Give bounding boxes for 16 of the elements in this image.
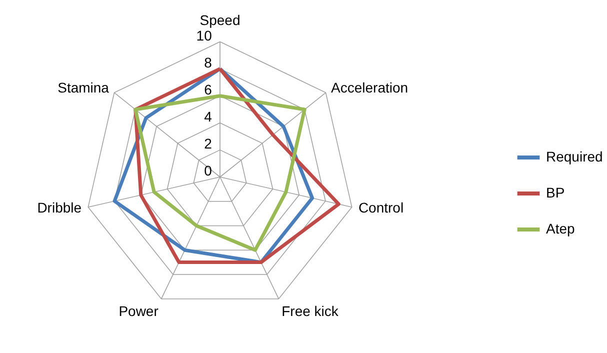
- spoke-label: Control: [358, 200, 404, 216]
- y-tick-label: 10: [196, 27, 212, 44]
- y-tick-label: 0: [204, 162, 212, 179]
- spoke-label: Dribble: [37, 200, 82, 216]
- y-tick-label: 8: [204, 54, 212, 70]
- spoke-label: Acceleration: [331, 79, 408, 96]
- legend-label: Required: [546, 148, 603, 164]
- y-tick-label: 6: [204, 81, 212, 98]
- legend-label: BP: [546, 184, 565, 200]
- y-tick-label: 2: [204, 136, 212, 152]
- spoke-label: Power: [118, 302, 159, 319]
- spoke-label: Speed: [200, 12, 240, 28]
- legend-label: Atep: [546, 220, 576, 236]
- spoke-label: Free kick: [282, 302, 340, 319]
- y-tick-label: 4: [204, 108, 212, 124]
- spoke-label: Stamina: [58, 79, 110, 96]
